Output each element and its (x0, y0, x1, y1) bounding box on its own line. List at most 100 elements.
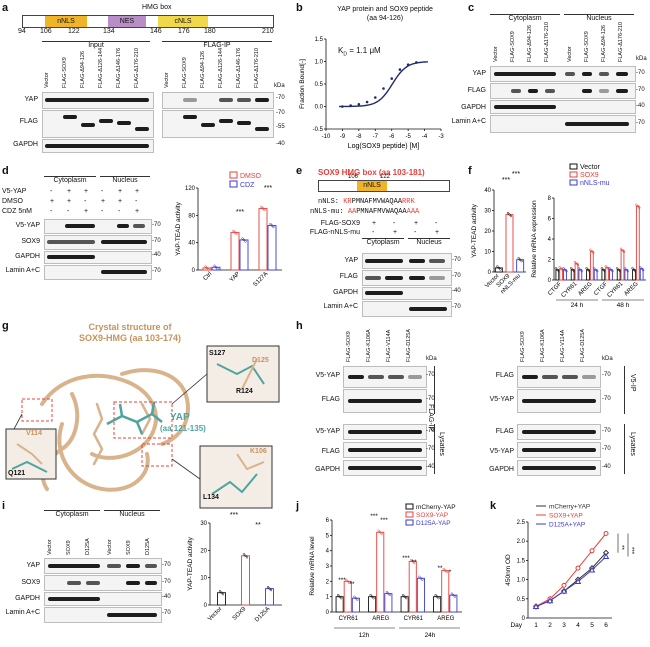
d-bar-1-1 (239, 239, 249, 271)
panel-e-letter: e (296, 165, 303, 177)
k-xtick-5: 6 (604, 622, 608, 629)
f1-ytick-label-0: 0 (488, 270, 492, 276)
f2-dot-1-1-1 (575, 262, 578, 265)
j-sig-6: ** (437, 565, 443, 572)
h-l-kda-70b: -70 (426, 396, 435, 402)
j-dot-2-0-2 (404, 597, 408, 600)
j-dot-2-2-1 (419, 577, 423, 580)
i-nuc-lane-sox9: SOX9 (126, 540, 132, 555)
j-dot-2-1-2 (413, 561, 416, 565)
h-l-kda-70c: -70 (426, 428, 435, 434)
i-row-sox9: SOX9 (21, 579, 40, 586)
crystal-structure-image (5, 345, 280, 509)
f2-ytick-label-1: 2 (548, 258, 552, 264)
f2-bar-2-0 (586, 269, 590, 281)
k-marker-1-4 (589, 548, 595, 554)
i-ytick-label-3: 30 (200, 521, 207, 527)
j-bar-1-1 (376, 531, 385, 613)
j-sig-5: ** (411, 559, 417, 566)
h-l-lysates-label: Lysates (438, 432, 445, 456)
i-dot-0-0-1 (220, 591, 223, 594)
j-bar-3-2 (449, 594, 458, 613)
d-cond-1-0: + (50, 198, 55, 205)
a-ip-lane-vector: Vector (164, 72, 170, 88)
k-line-0 (535, 552, 607, 607)
helix-1 (40, 373, 158, 460)
k-marker-2-3 (574, 578, 582, 585)
k-sig-0: ** (618, 545, 624, 550)
j-dot-0-2-0 (353, 595, 356, 598)
f2-dot-5-1-2 (638, 206, 641, 209)
panel-h-letter: h (296, 320, 303, 332)
f1-ytick-label-2: 20 (484, 229, 491, 235)
a-row-yap: YAP (24, 96, 39, 103)
f2-dot-4-0-1 (617, 268, 620, 271)
f2-time-24h: 24 h (571, 302, 584, 309)
h-l-lane-v114a: FLAG-V114A (386, 329, 392, 362)
d-cond-v5yap: V5-YAP (2, 188, 27, 195)
i-kda-70a: -70 (162, 562, 171, 568)
h-l-row-v5yap-lys: V5-YAP (315, 428, 340, 435)
a-kda-unit: kDa (274, 83, 285, 89)
j-dot-1-1-2 (380, 532, 383, 535)
k-line-1 (535, 533, 607, 607)
a-ip-lane-sox9: FLAG-SOX9 (182, 57, 188, 88)
h-l-kda-unit: kDa (426, 356, 437, 362)
h-r-lysates-label: Lysates (629, 432, 636, 456)
f2-dot-4-1-1 (621, 249, 624, 252)
k-marker-1-2 (561, 582, 567, 588)
h-r-blot-gapdh (517, 460, 601, 476)
kd-symbol: K (338, 46, 344, 55)
g-res-l134: L134 (203, 494, 219, 501)
f2-bar-2-2 (593, 269, 598, 281)
k-marker-2-4 (588, 566, 596, 573)
j-dot-1-2-1 (387, 592, 390, 595)
j-dot-3-0-0 (434, 594, 437, 597)
tick-180: 180 (204, 28, 216, 35)
d-cat-1: YAP (229, 271, 241, 283)
f1-dot-0-0-1 (497, 266, 500, 270)
j-ytick-label-0: 0 (326, 610, 330, 616)
f2-bar-2-1 (589, 250, 594, 281)
a-lane-d176: FLAG-Δ176-210 (134, 47, 140, 88)
h-r-row-gapdh: GAPDH (489, 466, 514, 473)
h-l-lane-k106a: FLAG-K106A (366, 329, 372, 362)
b-xtick-label-3: -7 (373, 134, 379, 140)
c-group-cytoplasm: Cytoplasm (508, 15, 542, 22)
j-cat-2: CYR61 (404, 616, 424, 622)
i-lane-d125a: D125A (85, 538, 91, 555)
g-yap-label: YAP (170, 412, 190, 423)
e-kda-70b: -70 (452, 273, 461, 279)
j-dot-2-0-0 (401, 594, 405, 597)
e-seq-mu-mid: PMNAFMVWAQAA (356, 208, 407, 216)
e-tick-106: 106 (348, 174, 359, 180)
b-ytick-label-4: 1.5 (315, 37, 324, 43)
b-xlabel: Log(SOX9 peptide) [M] (348, 143, 420, 150)
j-bar-2-2 (416, 577, 425, 613)
f2-bar-4-0 (616, 269, 621, 281)
i-kda-70b: -70 (162, 579, 171, 585)
j-bar-0-0 (335, 596, 344, 613)
b-point-0 (341, 105, 344, 108)
h-r-lane-k106a: FLAG-K106A (540, 329, 546, 362)
j-legend-swatch-2 (405, 519, 414, 526)
a-lane-sox9: FLAG-SOX9 (62, 57, 68, 88)
d-legend-label-0: DMSO (240, 173, 262, 180)
f2-dot-2-1-1 (590, 250, 593, 253)
f2-dot-1-2-1 (579, 268, 582, 271)
j-dot-0-0-1 (338, 595, 341, 598)
k-xtick-3: 4 (576, 622, 580, 629)
j-legend-label-2: D125A-YAP (416, 520, 451, 527)
c-group-nucleus: Nucleus (586, 15, 612, 22)
g-title-2: SOX9-HMG (aa 103-174) (78, 333, 182, 343)
f1-sig-1: *** (512, 171, 520, 178)
f1-bar-0-0 (494, 267, 503, 273)
d-kda-70b: -70 (152, 238, 161, 244)
inset-s127 (206, 345, 280, 403)
sox9-domain-bar: nNLS NES cNLS (22, 15, 274, 28)
e-blot-flag (362, 270, 452, 286)
b-xtick-label-7: -3 (438, 134, 444, 140)
d-legend-swatch-0 (229, 171, 238, 179)
k-ytick-label-2: 1.0 (517, 578, 526, 584)
a-ip-lane-d94: FLAG-Δ94-126 (200, 51, 206, 88)
